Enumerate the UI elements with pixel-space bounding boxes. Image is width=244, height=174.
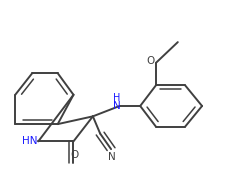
Text: N: N [113,101,121,111]
Text: H: H [113,93,121,102]
Text: O: O [146,56,155,66]
Text: HN: HN [21,136,37,146]
Text: O: O [71,150,79,160]
Text: N: N [108,152,116,162]
